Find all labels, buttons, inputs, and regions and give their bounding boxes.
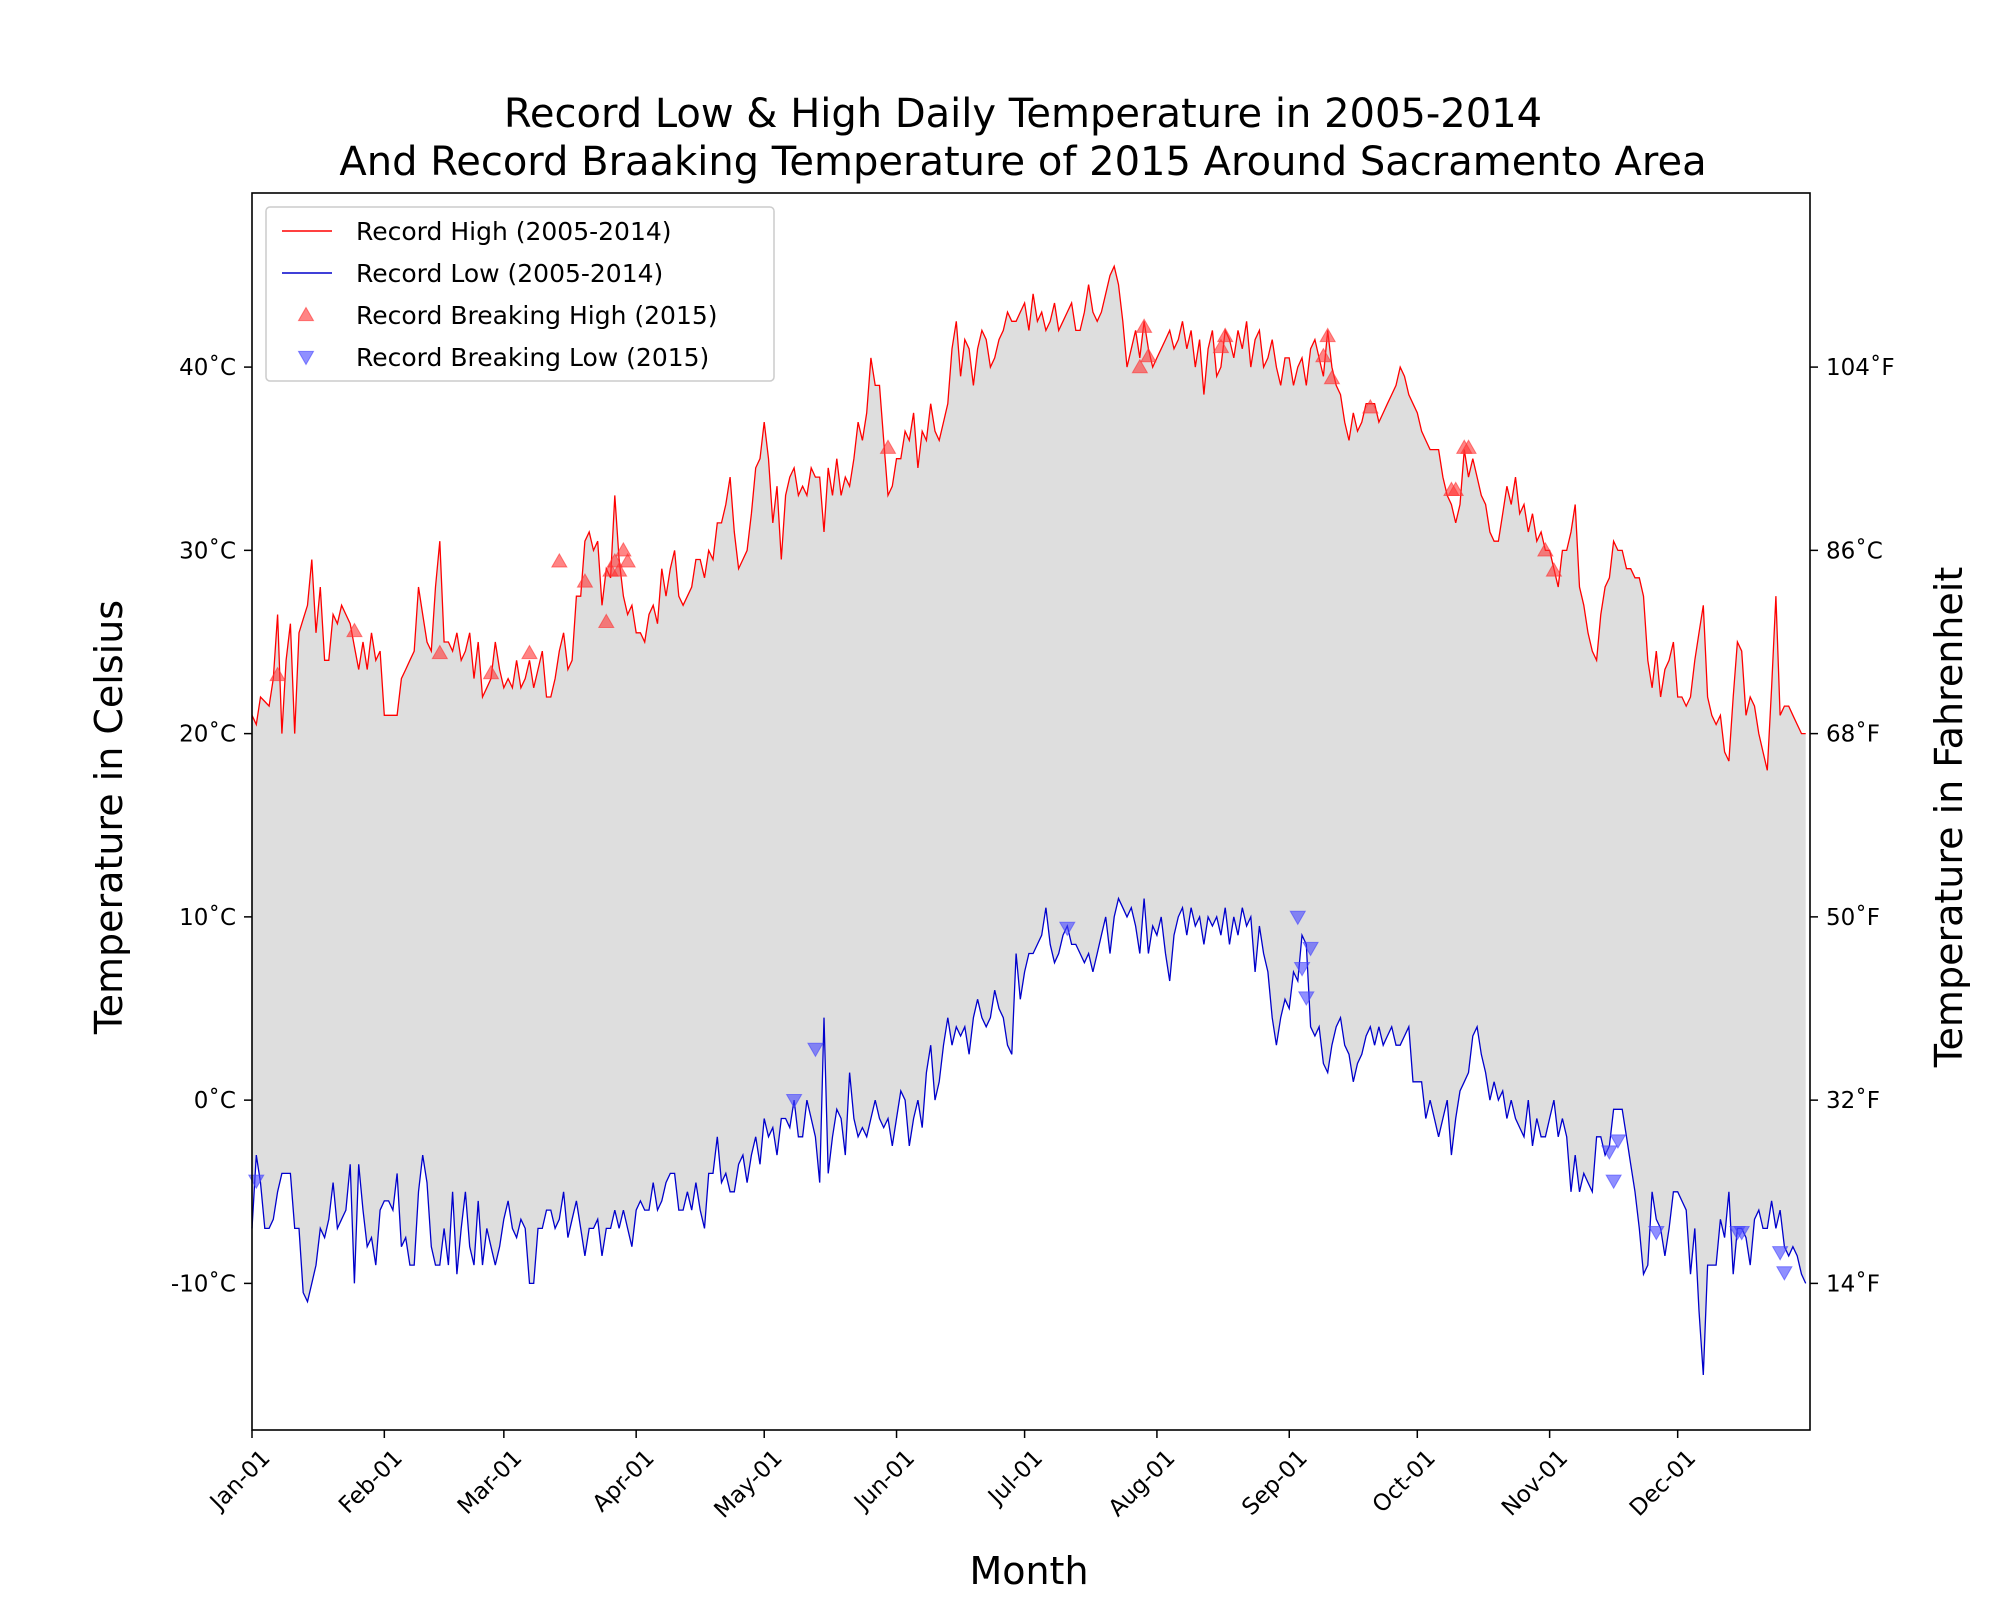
legend-label: Record Breaking Low (2015) [356, 343, 709, 372]
x-tick-label: Feb-01 [334, 1445, 408, 1519]
y-tick-label-right: 14˚F [1826, 1270, 1880, 1297]
y-tick-label-left: 30˚C [179, 537, 236, 564]
y-tick-label-right: 50˚F [1826, 904, 1880, 931]
record-breaking-low-marker [1776, 1266, 1793, 1281]
x-tick-label: Dec-01 [1625, 1445, 1701, 1521]
x-tick-label: Sep-01 [1237, 1445, 1313, 1521]
record-breaking-low-marker [1601, 1145, 1618, 1160]
record-breaking-low-marker [1302, 941, 1319, 957]
y-tick-label-right: 86˚C [1826, 537, 1883, 564]
record-breaking-low-marker [1771, 1246, 1789, 1261]
y-tick-label-left: 40˚C [179, 354, 236, 381]
record-breaking-high-marker [1140, 347, 1157, 363]
record-breaking-high-marker [597, 613, 615, 628]
record-breaking-high-marker [1131, 358, 1149, 374]
record-breaking-high-marker [1216, 327, 1234, 343]
record-breaking-low-marker [807, 1042, 824, 1058]
record-breaking-high-marker [576, 573, 594, 588]
record-breaking-high-marker [431, 644, 449, 660]
legend-label: Record Breaking High (2015) [356, 301, 718, 330]
record-breaking-high-marker [1135, 318, 1153, 333]
record-breaking-low-marker [1647, 1225, 1665, 1241]
record-breaking-high-marker [610, 562, 628, 577]
record-breaking-high-marker [550, 552, 568, 568]
record-breaking-low-marker [1297, 991, 1315, 1007]
y-tick-label-right: 32˚F [1826, 1087, 1880, 1114]
record-breaking-high-marker [269, 666, 286, 682]
y-tick-label-left: -10˚C [171, 1270, 236, 1297]
legend: Record High (2005-2014) Record Low (2005-… [265, 206, 775, 382]
record-breaking-high-marker [521, 644, 538, 660]
y-axis-label-right: Temperature in Fahrenheit [1927, 567, 1971, 1068]
record-low-line [251, 896, 1807, 1376]
x-tick-label: Jul-01 [982, 1445, 1048, 1511]
legend-label: Record Low (2005-2014) [356, 259, 663, 288]
record-breaking-high-marker [619, 552, 636, 568]
record-breaking-high-marker [346, 622, 363, 638]
fill-between-area [252, 266, 1806, 1375]
y-tick-label-right: 104˚F [1826, 354, 1895, 381]
x-tick-label: Oct-01 [1368, 1445, 1441, 1518]
x-tick-label: Mar-01 [453, 1445, 528, 1520]
record-breaking-low-marker [1293, 962, 1311, 977]
x-tick-label: Jan-01 [204, 1445, 275, 1516]
x-tick-label: Nov-01 [1497, 1445, 1573, 1521]
record-breaking-low-marker [785, 1094, 803, 1109]
record-breaking-high-marker [1319, 327, 1337, 343]
x-tick-label: Aug-01 [1104, 1445, 1181, 1522]
record-breaking-low-marker [1605, 1174, 1623, 1190]
record-breaking-high-marker [482, 664, 500, 680]
x-tick-label: Apr-01 [588, 1445, 660, 1517]
record-breaking-high-marker [1536, 541, 1554, 557]
legend-marker-swatch [297, 350, 315, 366]
legend-marker-swatch [297, 306, 315, 322]
legend-label: Record High (2005-2014) [356, 217, 672, 246]
record-breaking-low-marker [1058, 921, 1076, 937]
y-axis-label-left: Temperature in Celsius [87, 600, 131, 1035]
record-breaking-high-marker [614, 541, 632, 557]
record-breaking-high-marker [1545, 562, 1563, 577]
x-tick-label: May-01 [709, 1445, 787, 1523]
record-breaking-high-marker [1212, 338, 1230, 354]
record-breaking-low-marker [1609, 1134, 1627, 1149]
record-breaking-high-marker [1315, 347, 1332, 363]
y-tick-label-left: 20˚C [179, 721, 236, 748]
record-breaking-low-marker [1733, 1225, 1751, 1241]
chart-title-line-2: And Record Braaking Temperature of 2015 … [339, 139, 1706, 185]
x-tick-label: Jun-01 [848, 1445, 920, 1517]
plot-area: Jan-01 Feb-01 Mar-01 Apr-01 May-01 Jun-01 Jul-… [171, 192, 1895, 1523]
y-tick-label-left: 10˚C [179, 904, 236, 931]
y-tick-label-left: 0˚C [194, 1087, 236, 1114]
legend-box [265, 206, 775, 382]
y-tick-label-right: 68˚F [1826, 721, 1880, 748]
x-axis-label: Month [969, 1549, 1088, 1593]
chart-title-line-1: Record Low & High Daily Temperature in 2… [504, 91, 1542, 137]
record-breaking-low-marker [1289, 910, 1307, 926]
record-breaking-high-marker [1361, 398, 1379, 414]
plot-frame [251, 192, 1811, 1431]
record-breaking-high-marker [1323, 369, 1341, 385]
record-breaking-high-marker [1447, 481, 1465, 497]
record-breaking-high-marker [879, 439, 897, 454]
record-breaking-high-marker [1460, 439, 1477, 454]
